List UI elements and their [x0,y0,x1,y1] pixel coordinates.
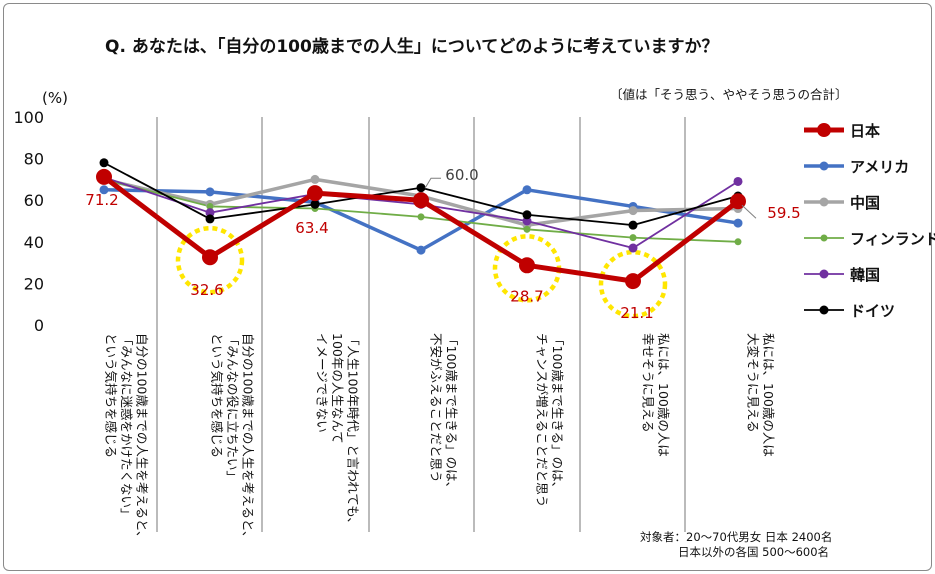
label-leader-line [741,204,757,219]
data-point-ドイツ [99,158,109,168]
data-point-ドイツ [205,214,215,224]
category-label-3-line-1: 「人生100年時代」と言われても、 [346,333,361,530]
category-label-1-line-3: という気持ちを感じる [104,333,119,458]
y-tick-label: 100 [13,108,44,127]
category-label-6-line-2: 幸せそうに見える [640,333,655,433]
data-point-フィンランド [206,202,214,210]
category-label-2-line-2: 「みんなの役に立ちたい」 [225,333,240,483]
data-point-アメリカ [416,245,426,255]
data-point-日本 [730,193,746,210]
data-point-ドイツ [628,220,638,230]
data-label-日本-0: 71.2 [85,191,118,209]
category-label-4-line-1: 「100歳まで生きる」のは、 [444,333,459,494]
data-point-ドイツ [522,210,532,220]
data-label-日本-3: 60.0 [445,166,478,184]
data-point-中国 [310,174,320,184]
data-label-日本-1: 32.6 [190,281,223,299]
data-point-日本 [202,249,218,266]
data-label-日本-6: 59.5 [767,204,800,222]
label-leader-line [424,177,441,189]
data-point-韓国 [733,176,743,186]
category-label-4-line-2: 不安がふえることだと思う [428,333,443,483]
category-label-1-line-1: 自分の100歳までの人生を考えると、 [135,333,150,543]
highlight-circle [175,225,245,295]
data-point-韓国 [522,216,532,226]
highlight-circle [598,249,668,319]
data-point-日本 [625,273,641,290]
chart-frame [3,3,932,571]
category-label-3-line-2: 100年の人生なんて [330,333,345,444]
footnote-line-1: 対象者：20～70代男女 日本 2400名 [640,530,832,544]
data-point-フィンランド [523,225,531,233]
y-tick-label: 80 [24,150,44,169]
data-point-日本 [96,168,112,185]
legend-marker-中国 [819,197,829,207]
data-point-日本 [413,192,429,209]
legend-marker-日本 [817,123,831,137]
legend-label-日本: 日本 [850,122,880,140]
data-point-韓国 [205,208,215,218]
data-point-韓国 [628,243,638,253]
y-tick-label: 40 [24,233,44,252]
data-point-アメリカ [522,185,532,195]
legend-marker-アメリカ [819,161,829,171]
legend-label-韓国: 韓国 [850,266,880,284]
data-point-アメリカ [205,187,215,197]
category-label-7-line-1: 私には、100歳の人は [761,333,776,457]
category-label-2-line-1: 自分の100歳までの人生を考えると、 [241,333,256,543]
value-note: 〔値は「そう思う、ややそう思うの合計〕 [610,87,848,102]
category-label-1-line-2: 「みんなに迷惑をかけたくない」 [119,333,134,521]
data-point-アメリカ [99,185,109,195]
legend-label-ドイツ: ドイツ [850,302,895,320]
y-tick-label: 0 [34,316,44,335]
data-point-フィンランド [417,213,425,221]
category-label-5-line-2: チャンスが増えることだと思う [534,333,549,507]
legend-label-アメリカ: アメリカ [850,158,909,176]
legend-marker-韓国 [819,269,829,279]
data-point-中国 [628,206,638,216]
y-tick-label: 60 [24,191,44,210]
data-point-アメリカ [733,218,743,228]
data-label-日本-4: 28.7 [510,287,543,305]
category-label-3-line-3: イメージできない [315,333,330,433]
legend-marker-ドイツ [819,305,829,315]
category-label-2-line-3: という気持ちを感じる [210,333,225,458]
legend-label-中国: 中国 [850,194,880,212]
chart-title: Q. あなたは、「自分の100歳までの人生」についてどのように考えていますか？ [105,36,718,57]
data-point-フィンランド [629,234,637,242]
y-axis-label: (%) [42,89,68,107]
data-label-日本-2: 63.4 [295,219,328,237]
legend-label-フィンランド: フィンランド [850,230,935,248]
data-point-ドイツ [310,199,320,209]
footnote-line-2: 日本以外の各国 500～600名 [678,545,829,559]
category-label-6-line-1: 私には、100歳の人は [656,333,671,457]
data-point-ドイツ [416,183,426,193]
data-point-フィンランド [734,238,742,246]
category-label-5-line-1: 「100歳まで生きる」のは、 [550,333,565,494]
category-label-7-line-2: 大変そうに見える [745,333,760,433]
data-point-日本 [307,185,323,202]
data-point-日本 [519,257,535,274]
legend-marker-フィンランド [820,234,828,242]
y-tick-label: 20 [24,274,44,293]
data-label-日本-5: 21.1 [620,304,653,322]
